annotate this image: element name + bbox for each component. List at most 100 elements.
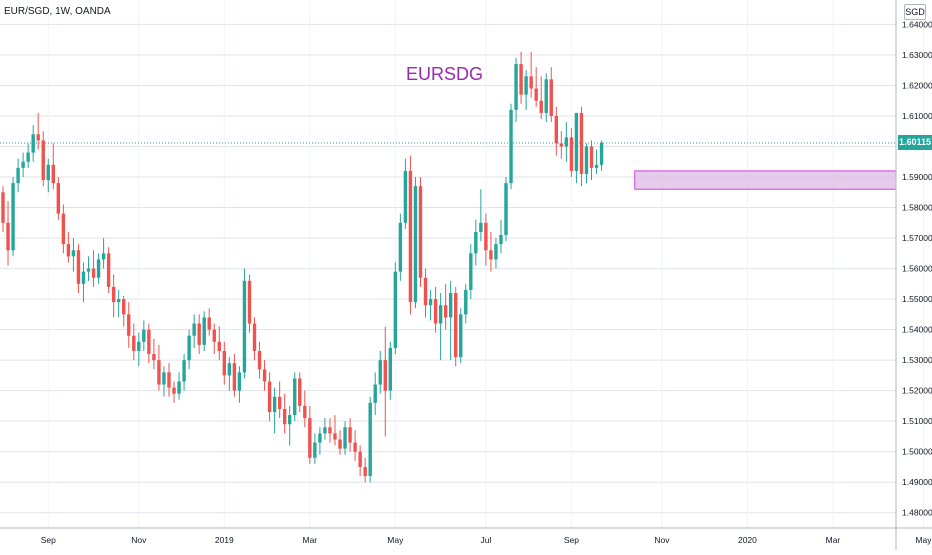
candle-body — [574, 112, 579, 171]
candle-body — [262, 369, 267, 382]
candle-body — [378, 360, 382, 385]
candle-body — [589, 146, 594, 168]
candle-body — [192, 323, 196, 336]
currency-badge[interactable]: SGD — [904, 4, 926, 20]
candle-body — [202, 317, 206, 345]
candle-body — [579, 112, 584, 174]
candle-body — [111, 286, 116, 303]
candle-body — [318, 433, 322, 443]
candle — [142, 320, 146, 351]
candle-body — [464, 289, 468, 315]
candle-body — [509, 109, 513, 184]
candle — [554, 106, 558, 156]
candle — [388, 341, 393, 400]
candle-body — [549, 79, 553, 116]
candle — [358, 445, 362, 477]
candle-body — [282, 408, 287, 425]
candle-body — [413, 186, 418, 303]
candle — [81, 262, 86, 303]
candle — [182, 354, 186, 391]
candle — [368, 396, 372, 483]
x-tick-label: Nov — [654, 535, 670, 545]
candle-body — [106, 253, 111, 287]
candle — [1, 186, 5, 232]
candle — [469, 244, 473, 300]
candle-body — [559, 143, 564, 147]
candle-body — [504, 183, 508, 236]
y-tick-label: 1.52000 — [902, 386, 932, 396]
x-tick-label: May — [387, 535, 404, 545]
candle — [393, 262, 398, 355]
candle-body — [293, 378, 297, 416]
candle-body — [333, 433, 337, 440]
candle — [454, 286, 458, 367]
candle — [599, 140, 604, 171]
candle-body — [6, 222, 10, 251]
candle — [418, 177, 423, 287]
candle — [282, 393, 287, 434]
candle — [41, 131, 45, 187]
candle-body — [313, 442, 317, 458]
candle — [539, 76, 543, 120]
candle — [318, 427, 322, 455]
y-tick-label: 1.53000 — [902, 355, 932, 365]
y-tick-label: 1.58000 — [902, 203, 932, 213]
candle-body — [288, 415, 292, 425]
candle — [534, 67, 538, 107]
candle — [132, 323, 136, 361]
candle-body — [172, 387, 176, 394]
candle-body — [26, 152, 30, 162]
candle-body — [267, 381, 272, 413]
candle-body — [298, 378, 302, 406]
candle — [499, 219, 503, 254]
candle — [197, 314, 201, 355]
candle — [549, 67, 553, 123]
candle — [252, 317, 257, 361]
candle-body — [584, 146, 589, 174]
candle — [11, 177, 15, 257]
candle — [584, 143, 589, 184]
candle — [408, 155, 413, 315]
candle-body — [237, 372, 242, 391]
candle-body — [142, 329, 146, 342]
candle-body — [524, 76, 528, 95]
y-tick-label: 1.55000 — [902, 294, 932, 304]
candle-body — [31, 134, 35, 153]
candle — [504, 177, 508, 242]
candle — [413, 177, 418, 309]
candle — [101, 238, 106, 269]
candle-body — [388, 347, 393, 391]
candle — [343, 421, 347, 455]
candle — [267, 372, 272, 422]
candle — [96, 253, 101, 284]
candle-body — [393, 271, 398, 348]
candle — [559, 131, 564, 159]
candle — [147, 323, 151, 364]
candle — [489, 231, 493, 272]
candle — [438, 292, 443, 361]
annotation-label: EURSDG — [406, 64, 484, 84]
candle-body — [212, 329, 216, 342]
candle — [222, 341, 227, 385]
symbol-label[interactable]: EUR/SGD, 1W, OANDA — [4, 6, 111, 17]
y-tick-label: 1.61000 — [902, 111, 932, 121]
candle — [232, 354, 237, 397]
candle — [242, 268, 247, 379]
candle — [288, 405, 292, 446]
candle-body — [494, 244, 498, 260]
candle-body — [36, 134, 40, 141]
candle-body — [182, 360, 186, 382]
candle — [76, 244, 81, 293]
candle-body — [594, 164, 599, 168]
candle-body — [86, 268, 91, 272]
candle — [579, 106, 584, 187]
x-tick-label: Nov — [131, 535, 147, 545]
candle-body — [51, 164, 55, 184]
candle-body — [408, 170, 413, 303]
candle-body — [519, 64, 523, 95]
candle — [514, 57, 518, 123]
candle — [589, 140, 594, 181]
candle-body — [257, 350, 262, 370]
